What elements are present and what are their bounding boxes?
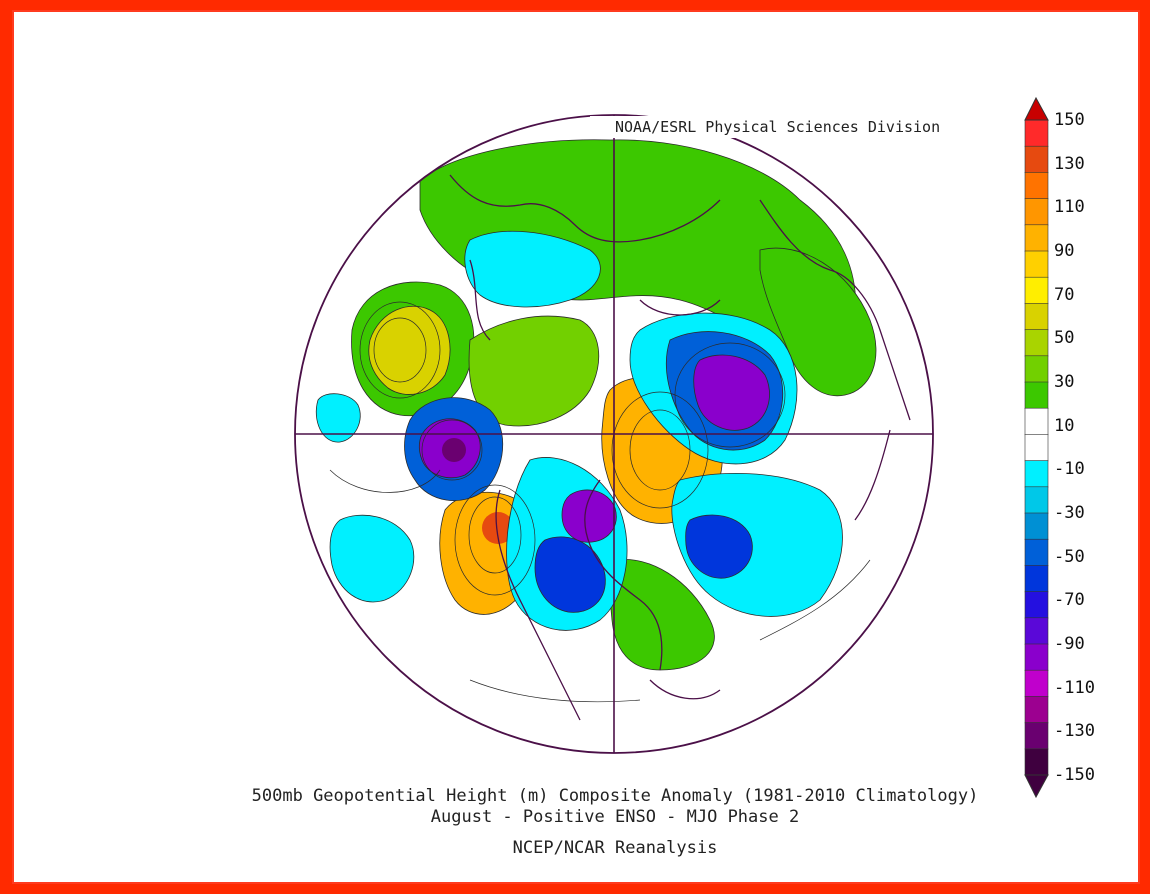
colorbar-segment — [1024, 460, 1049, 488]
colorbar-tick-label: 10 — [1054, 415, 1075, 436]
colorbar-segment — [1024, 119, 1049, 147]
contour-lines — [329, 301, 871, 703]
colorbar-segment — [1024, 145, 1049, 174]
colorbar-tick-label: 50 — [1054, 328, 1075, 349]
caption-title: 500mb Geopotential Height (m) Composite … — [251, 786, 979, 806]
colorbar-segment — [1024, 512, 1049, 540]
inner-red-frame — [12, 10, 1140, 884]
colorbar-tick-label: -10 — [1054, 459, 1085, 480]
colorbar-segment — [1024, 355, 1049, 383]
colorbar-segment — [1024, 276, 1049, 305]
colorbar-tick-label: -30 — [1054, 503, 1085, 523]
colorbar-segment — [1024, 617, 1049, 645]
colorbar-segment — [1024, 434, 1049, 462]
anomaly-core-purple-south — [561, 489, 617, 543]
colorbar-segment — [1024, 224, 1049, 252]
colorbar-segment — [1024, 329, 1049, 357]
map-border — [294, 114, 934, 754]
colorbar-segment — [1024, 696, 1049, 724]
anomaly-zone-green-east — [759, 247, 877, 397]
colorbar-segment — [1024, 643, 1049, 671]
colorbar-segment — [1024, 407, 1049, 436]
colorbar-segment — [1024, 198, 1049, 226]
colorbar-tick-label: -70 — [1054, 590, 1085, 611]
colorbar-segment — [1024, 250, 1049, 278]
colorbar-segment — [1024, 591, 1049, 619]
anomaly-zone-cyan-far-west — [315, 393, 361, 443]
colorbar-tick-label: -110 — [1054, 677, 1095, 698]
anomaly-zone-yellow-west — [368, 306, 451, 395]
colorbar-segment — [1024, 303, 1049, 331]
colorbar-segment — [1024, 486, 1049, 514]
coastlines — [449, 174, 911, 721]
colorbar-tick-label: 110 — [1054, 197, 1085, 218]
colorbar-bottom-arrow — [1024, 774, 1049, 799]
anomaly-core-purple-arctic — [693, 354, 770, 431]
colorbar-tick-label: 90 — [1054, 241, 1075, 261]
colorbar-tick-label: 30 — [1054, 372, 1075, 392]
colorbar-segment — [1024, 748, 1049, 776]
colorbar-segments — [1024, 119, 1049, 776]
colorbar-segment — [1024, 172, 1049, 200]
colorbar-segment — [1024, 565, 1049, 593]
caption-source: NCEP/NCAR Reanalysis — [512, 838, 718, 858]
anomaly-zone-blue-east — [685, 514, 753, 579]
anomaly-core-max — [482, 512, 514, 544]
credit-label: NOAA/ESRL Physical Sciences Division — [590, 116, 949, 138]
anomaly-zone-cyan-northwest — [464, 230, 601, 308]
anomaly-zone-cyan-southwest — [329, 514, 415, 603]
anomaly-field — [315, 139, 911, 721]
colorbar-top-arrow — [1024, 96, 1049, 121]
anomaly-zone-cyan-east — [671, 473, 843, 617]
colorbar-tick-label: -90 — [1054, 634, 1085, 654]
colorbar-tick-label: 150 — [1054, 110, 1085, 130]
colorbar-tick-label: -130 — [1054, 721, 1095, 742]
colorbar-tick-label: 130 — [1054, 153, 1085, 174]
caption-subtitle: August - Positive ENSO - MJO Phase 2 — [430, 807, 800, 827]
colorbar-segment — [1024, 669, 1049, 698]
colorbar-tick-label: -150 — [1054, 765, 1095, 785]
anomaly-core-min — [442, 438, 466, 462]
colorbar-tick-label: 70 — [1054, 284, 1075, 305]
colorbar-tick-label: -50 — [1054, 546, 1085, 567]
colorbar — [1024, 96, 1049, 799]
colorbar-segment — [1024, 381, 1049, 409]
colorbar-segment — [1024, 538, 1049, 567]
colorbar-segment — [1024, 722, 1049, 750]
anomaly-zone-blue-south — [534, 536, 606, 613]
polar-map — [294, 114, 934, 754]
